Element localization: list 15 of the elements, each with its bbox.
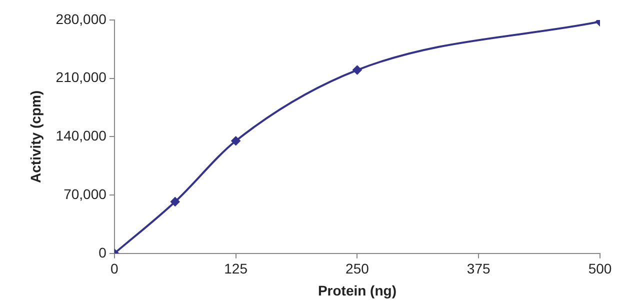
x-axis-title: Protein (ng) — [318, 282, 396, 298]
y-tick-label: 210,000 — [56, 69, 107, 86]
x-tick-label: 500 — [588, 260, 612, 277]
point — [352, 66, 362, 75]
x-tick-label: 250 — [346, 260, 370, 277]
point — [231, 136, 240, 146]
y-tick-label: 280,000 — [56, 10, 107, 27]
y-axis-title: Activity (cpm) — [27, 90, 44, 183]
x-tick-label: 375 — [466, 260, 490, 277]
y-tick-label: 0 — [98, 244, 107, 260]
y-tick-label: 140,000 — [56, 128, 107, 144]
y-tick-label: 70,000 — [64, 186, 107, 202]
point — [170, 197, 180, 206]
x-tick-label: 125 — [224, 260, 248, 277]
x-tick-label: 0 — [110, 260, 119, 277]
